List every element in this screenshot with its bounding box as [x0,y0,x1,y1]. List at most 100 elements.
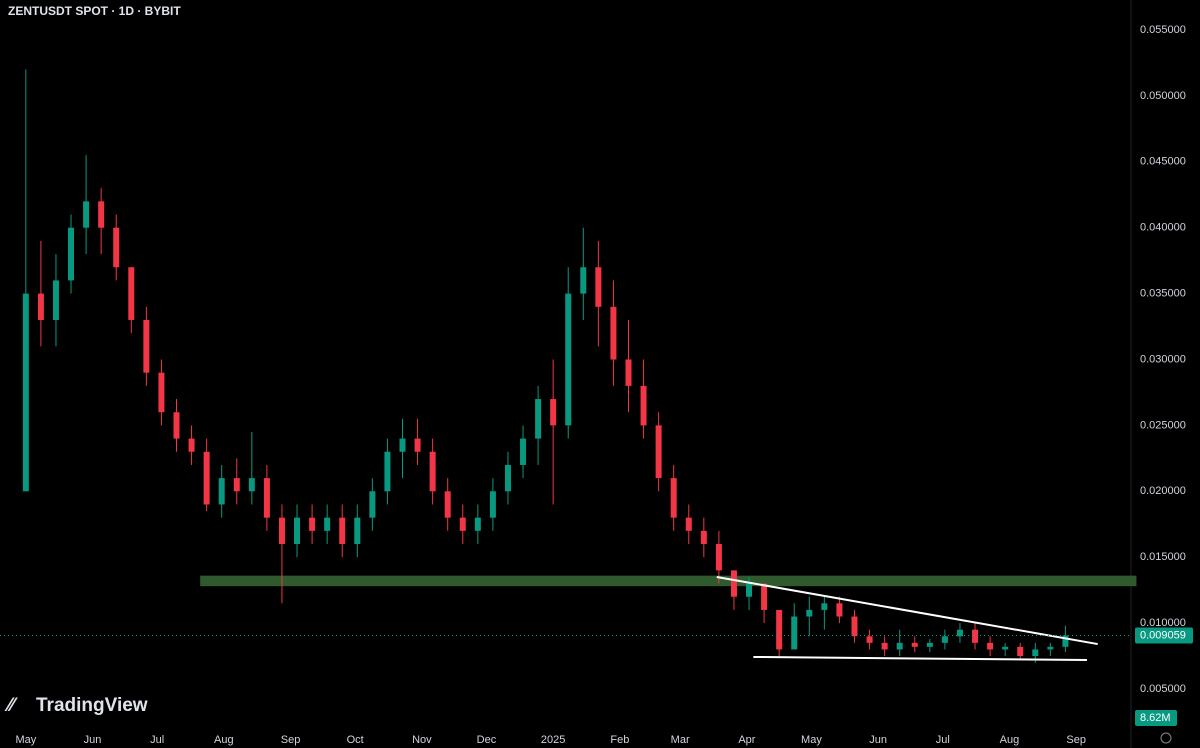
y-tick-label: 0.045000 [1140,156,1186,168]
candle-body [459,517,466,531]
candle-body [218,478,225,505]
chart-title: ZENTUSDT SPOT · 1D · BYBIT [8,4,181,18]
candle-body [670,478,677,518]
candle-body [806,609,813,617]
candle-body [1017,646,1024,657]
candle-body [52,280,59,320]
candle-body [851,616,858,637]
candle-body [188,438,195,452]
candle-body [535,399,542,439]
candle-body [37,293,44,320]
y-tick-label: 0.015000 [1140,551,1186,563]
candle-body [278,517,285,545]
volume-label: 8.62M [1140,712,1171,724]
candle-body [429,451,436,492]
candle-body [730,570,737,597]
x-tick-label: 2025 [541,734,565,746]
candle-body [776,609,783,650]
candle-body [339,517,346,545]
brand: TradingView [36,695,148,716]
last-price-label: 0.009059 [1140,629,1186,641]
candle-body [1062,635,1069,647]
x-tick-label: Jul [150,734,164,746]
volume-box [1135,710,1177,726]
candle-body [715,544,722,571]
candle-body [520,438,527,465]
candle-body [580,267,587,294]
candle-body [911,642,918,647]
x-tick-label: Oct [347,734,364,746]
candle-body [369,491,376,518]
x-tick-label: Jul [936,734,950,746]
candle-body [324,517,331,531]
candle-body [143,319,150,373]
candle-body [173,412,180,439]
candle-body [956,629,963,637]
candle-body [113,227,120,268]
candle-body [22,293,29,492]
y-tick-label: 0.040000 [1140,222,1186,234]
y-tick-label: 0.005000 [1140,683,1186,695]
y-tick-label: 0.025000 [1140,419,1186,431]
x-tick-label: Nov [412,734,432,746]
x-tick-label: Sep [281,734,301,746]
y-tick-label: 0.020000 [1140,485,1186,497]
x-tick-label: Dec [477,734,497,746]
candle-body [655,425,662,479]
candle-body [1002,646,1009,650]
candle-body [399,438,406,452]
candle-body [700,530,707,545]
candle-body [68,227,75,281]
x-tick-label: Sep [1066,734,1086,746]
x-tick-label: Aug [1000,734,1020,746]
y-tick-label: 0.055000 [1140,24,1186,36]
candle-body [98,201,105,228]
candle-body [233,478,240,492]
candle-body [414,438,421,452]
y-tick-label: 0.035000 [1140,288,1186,300]
candle-body [941,636,948,643]
settings-icon[interactable] [1160,732,1172,744]
candle-body [972,629,979,643]
x-tick-label: May [801,734,822,746]
candle-body [1032,649,1039,657]
x-tick-label: Feb [610,734,629,746]
candle-body [474,517,481,531]
x-tick-label: Jun [869,734,887,746]
x-tick-label: May [15,734,36,746]
candle-body [128,267,135,320]
candle-body [489,491,496,518]
candle-body [595,267,602,307]
trendline [716,575,1098,646]
candle-body [866,636,873,643]
x-tick-label: Aug [214,734,234,746]
x-tick-label: Jun [84,734,102,746]
candle-body [83,201,90,228]
candle-body [203,451,210,505]
candle-body [881,642,888,650]
y-tick-label: 0.050000 [1140,90,1186,102]
candle-body [610,306,617,360]
candle-body [761,583,768,610]
trendline [753,655,1087,662]
candle-body [444,491,451,518]
candle-body [565,293,572,426]
candle-body [791,616,798,650]
candle-body [821,603,828,610]
candle-body [926,642,933,647]
y-tick-label: 0.030000 [1140,353,1186,365]
candle-body [625,359,632,386]
candle-body [640,385,647,426]
candle-body [987,642,994,650]
candle-body [309,517,316,531]
candle-body [896,642,903,650]
x-tick-label: Apr [738,734,755,746]
x-tick-label: Mar [671,734,690,746]
candle-body [158,372,165,413]
candle-body [504,464,511,492]
y-tick-label: 0.010000 [1140,617,1186,629]
candle-body [354,517,361,545]
candle-body [836,603,843,617]
